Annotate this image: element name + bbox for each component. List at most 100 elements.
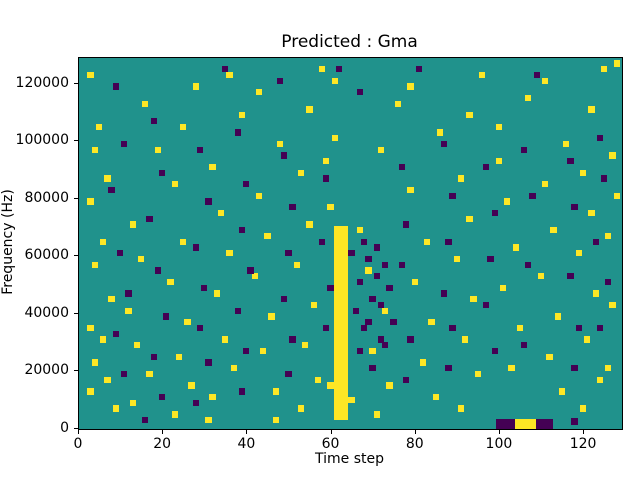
heatmap-cell-high bbox=[331, 135, 338, 142]
x-tick-mark bbox=[78, 430, 79, 434]
heatmap-cell-low bbox=[285, 250, 292, 257]
x-axis-label: Time step bbox=[315, 451, 384, 467]
heatmap-cell-high bbox=[592, 290, 599, 297]
heatmap-cell-high bbox=[596, 376, 604, 383]
heatmap-cell-low bbox=[567, 273, 574, 280]
heatmap-cell-low bbox=[407, 336, 414, 343]
heatmap-cell-high bbox=[95, 123, 103, 130]
y-tick-label: 120000 bbox=[15, 74, 69, 91]
x-tick-label: 40 bbox=[237, 436, 256, 452]
heatmap-cell-high bbox=[100, 336, 107, 343]
heatmap-cell-low bbox=[335, 66, 343, 73]
heatmap-cell-low bbox=[205, 198, 212, 205]
heatmap-cell-low bbox=[403, 376, 410, 383]
heatmap-cell-high bbox=[613, 192, 620, 199]
heatmap-cell-high bbox=[453, 255, 460, 263]
heatmap-cell-high bbox=[87, 198, 94, 205]
heatmap-cell-low bbox=[125, 290, 132, 297]
heatmap-cell-low bbox=[415, 66, 423, 73]
heatmap-cell-high bbox=[613, 60, 620, 67]
heatmap-cell-low bbox=[377, 301, 385, 309]
heatmap-cell-low bbox=[196, 324, 204, 332]
heatmap-cell-high bbox=[272, 416, 279, 424]
heatmap-cell-low bbox=[192, 244, 199, 251]
y-tick-mark bbox=[74, 428, 78, 429]
heatmap-cell-high bbox=[436, 129, 444, 136]
heatmap-cell-low bbox=[361, 238, 368, 245]
heatmap-cell-high bbox=[125, 307, 132, 314]
x-tick-mark bbox=[498, 430, 500, 434]
y-tick-label: 0 bbox=[60, 420, 69, 436]
heatmap-cell-high bbox=[495, 123, 503, 130]
heatmap-cell-high bbox=[356, 227, 364, 234]
heatmap-cell-high bbox=[293, 261, 300, 268]
heatmap-cell-low bbox=[318, 238, 326, 245]
heatmap-cell-high bbox=[91, 359, 98, 366]
heatmap-cell-high bbox=[306, 221, 313, 228]
heatmap-cell-low bbox=[441, 290, 448, 297]
x-tick-mark bbox=[162, 430, 164, 434]
heatmap-cell-low bbox=[352, 307, 359, 314]
x-tick-mark bbox=[330, 430, 332, 434]
heatmap-cell-low bbox=[520, 146, 528, 153]
heatmap-cell-high bbox=[600, 66, 608, 73]
heatmap-cell-low bbox=[571, 365, 578, 372]
heatmap-cell-high bbox=[112, 405, 119, 412]
heatmap-cell-high bbox=[609, 301, 616, 309]
heatmap-cell-high bbox=[525, 94, 532, 102]
heatmap-cell-low bbox=[163, 313, 170, 320]
heatmap-cell-low bbox=[403, 221, 410, 228]
x-tick-mark bbox=[414, 430, 416, 434]
heatmap-cell-low bbox=[571, 418, 578, 425]
heatmap-cell-low bbox=[348, 250, 355, 257]
heatmap-cell-low bbox=[201, 284, 208, 291]
heatmap-cell-high bbox=[297, 169, 305, 176]
heatmap-cell-high bbox=[411, 278, 418, 286]
heatmap-cell-low bbox=[373, 244, 380, 251]
heatmap-cell-high bbox=[133, 342, 141, 349]
heatmap-cell-high bbox=[327, 204, 334, 211]
x-tick-mark bbox=[246, 430, 248, 434]
heatmap-cell-low bbox=[441, 140, 448, 148]
heatmap-cell-high bbox=[222, 336, 229, 343]
heatmap-cell-high bbox=[217, 209, 225, 217]
heatmap-cell-high bbox=[499, 284, 507, 291]
heatmap-cell-high bbox=[369, 347, 376, 355]
heatmap-cell-high bbox=[365, 267, 372, 274]
heatmap-cell-low bbox=[361, 324, 368, 332]
heatmap-cell-high bbox=[184, 319, 191, 326]
heatmap-cell-low bbox=[596, 324, 604, 332]
heatmap-cell-low bbox=[567, 158, 574, 165]
heatmap-cell-high bbox=[192, 83, 199, 90]
heatmap-cell-high bbox=[213, 290, 220, 297]
heatmap-cell-low bbox=[356, 347, 364, 355]
heatmap-cell-high bbox=[516, 324, 524, 332]
y-tick-mark bbox=[74, 197, 78, 199]
heatmap-cell-low bbox=[600, 175, 608, 182]
heatmap-cell-high bbox=[226, 71, 233, 79]
heatmap-cell-low bbox=[377, 336, 385, 343]
y-tick-mark bbox=[74, 370, 78, 372]
heatmap-cell-low bbox=[575, 324, 582, 332]
heatmap-cell-high bbox=[209, 393, 216, 401]
heatmap-cell-high bbox=[323, 158, 330, 165]
heatmap-cell-high bbox=[432, 393, 439, 401]
heatmap-cell-high bbox=[419, 359, 427, 366]
heatmap-cell-high bbox=[87, 388, 94, 395]
heatmap-cell-high bbox=[226, 250, 233, 257]
heatmap-cell-high bbox=[251, 273, 258, 280]
heatmap-cell-high bbox=[238, 112, 246, 119]
heatmap-cell-high bbox=[205, 416, 212, 424]
y-tick-label: 40000 bbox=[24, 304, 69, 321]
heatmap-cell-low bbox=[158, 169, 166, 176]
x-tick-label: 80 bbox=[405, 436, 424, 452]
heatmap-cell-high bbox=[588, 209, 595, 217]
heatmap-cell-high bbox=[104, 376, 111, 383]
heatmap-cell-high bbox=[575, 250, 582, 257]
heatmap-cell-low bbox=[592, 238, 599, 245]
x-tick-label: 20 bbox=[153, 436, 172, 452]
heatmap-cell-low bbox=[150, 117, 157, 125]
heatmap-cell-high bbox=[171, 411, 178, 418]
heatmap-cell-high bbox=[546, 353, 553, 360]
heatmap-cell-high bbox=[470, 296, 477, 303]
